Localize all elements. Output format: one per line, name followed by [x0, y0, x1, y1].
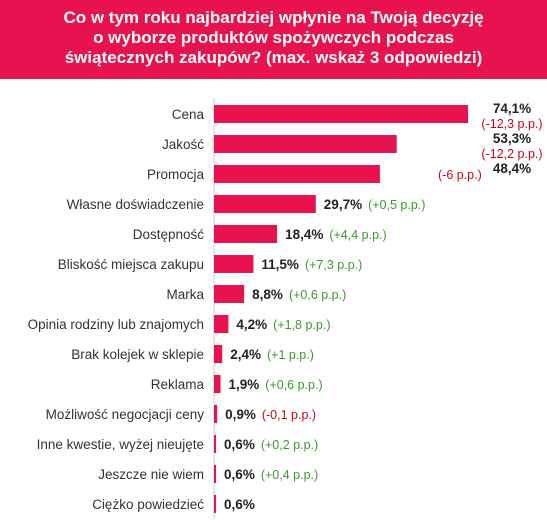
category-label: Cena: [172, 107, 205, 122]
value-label: 48,4%: [493, 161, 531, 176]
value-label: 0,9%: [225, 407, 256, 422]
value-label: 74,1%: [493, 101, 531, 116]
category-label: Inne kwestie, wyżej nieujęte: [37, 437, 204, 452]
value-label: 0,6%: [224, 467, 255, 482]
value-label: 18,4%: [285, 227, 323, 242]
bar: [214, 135, 397, 153]
category-label: Możliwość negocjacji ceny: [46, 407, 205, 422]
change-label: (+4,4 p.p.): [329, 228, 386, 242]
bar: [214, 225, 278, 243]
chart-title-line-3: świątecznych zakupów? (max. wskaż 3 odpo…: [64, 48, 483, 67]
value-label: 29,7%: [324, 197, 362, 212]
value-label: 53,3%: [493, 131, 531, 146]
change-label: (-12,2 p.p.): [481, 147, 542, 161]
bar: [214, 255, 254, 273]
change-label: (+0,2 p.p.): [261, 438, 318, 452]
value-label: 0,6%: [224, 497, 255, 512]
change-label: (+0,6 p.p.): [265, 378, 322, 392]
value-label: 4,2%: [236, 317, 267, 332]
chart-title: Co w tym roku najbardziej wpłynie na Two…: [0, 0, 547, 79]
category-label: Marka: [166, 287, 204, 302]
change-label: (+1,8 p.p.): [273, 318, 330, 332]
value-label: 0,6%: [224, 437, 255, 452]
category-label: Ciężko powiedzieć: [92, 497, 204, 512]
category-label: Własne doświadczenie: [67, 197, 204, 212]
bar: [214, 435, 217, 453]
chart-title-line-2: o wyborze produktów spożywczych podczas: [93, 28, 454, 47]
category-label: Jakość: [162, 137, 204, 152]
category-label: Reklama: [151, 377, 205, 392]
change-label: (-6 p.p.): [438, 168, 482, 182]
value-label: 2,4%: [230, 347, 261, 362]
bar: [214, 375, 221, 393]
bar: [214, 165, 380, 183]
category-label: Opinia rodziny lub znajomych: [28, 317, 204, 332]
bar: [214, 495, 217, 513]
change-label: (+0,5 p.p.): [368, 198, 425, 212]
bar: [214, 345, 223, 363]
category-label: Dostępność: [133, 227, 205, 242]
bar: [214, 315, 229, 333]
value-label: 1,9%: [229, 377, 260, 392]
change-label: (-12,3 p.p.): [481, 117, 542, 131]
chart-title-line-1: Co w tym roku najbardziej wpłynie na Two…: [63, 8, 484, 27]
bar: [214, 105, 468, 123]
category-label: Bliskość miejsca zakupu: [58, 257, 204, 272]
value-label: 11,5%: [261, 257, 299, 272]
change-label: (+0,4 p.p.): [261, 468, 318, 482]
change-label: (-0,1 p.p.): [262, 408, 316, 422]
change-label: (+7,3 p.p.): [305, 258, 362, 272]
change-label: (+1 p.p.): [267, 348, 314, 362]
bar: [214, 285, 245, 303]
bar: [214, 405, 218, 423]
category-label: Jeszcze nie wiem: [98, 467, 204, 482]
bar: [214, 465, 217, 483]
bar: [214, 195, 316, 213]
category-label: Brak kolejek w sklepie: [71, 347, 204, 362]
category-label: Promocja: [147, 167, 205, 182]
change-label: (+0,6 p.p.): [289, 288, 346, 302]
value-label: 8,8%: [252, 287, 283, 302]
